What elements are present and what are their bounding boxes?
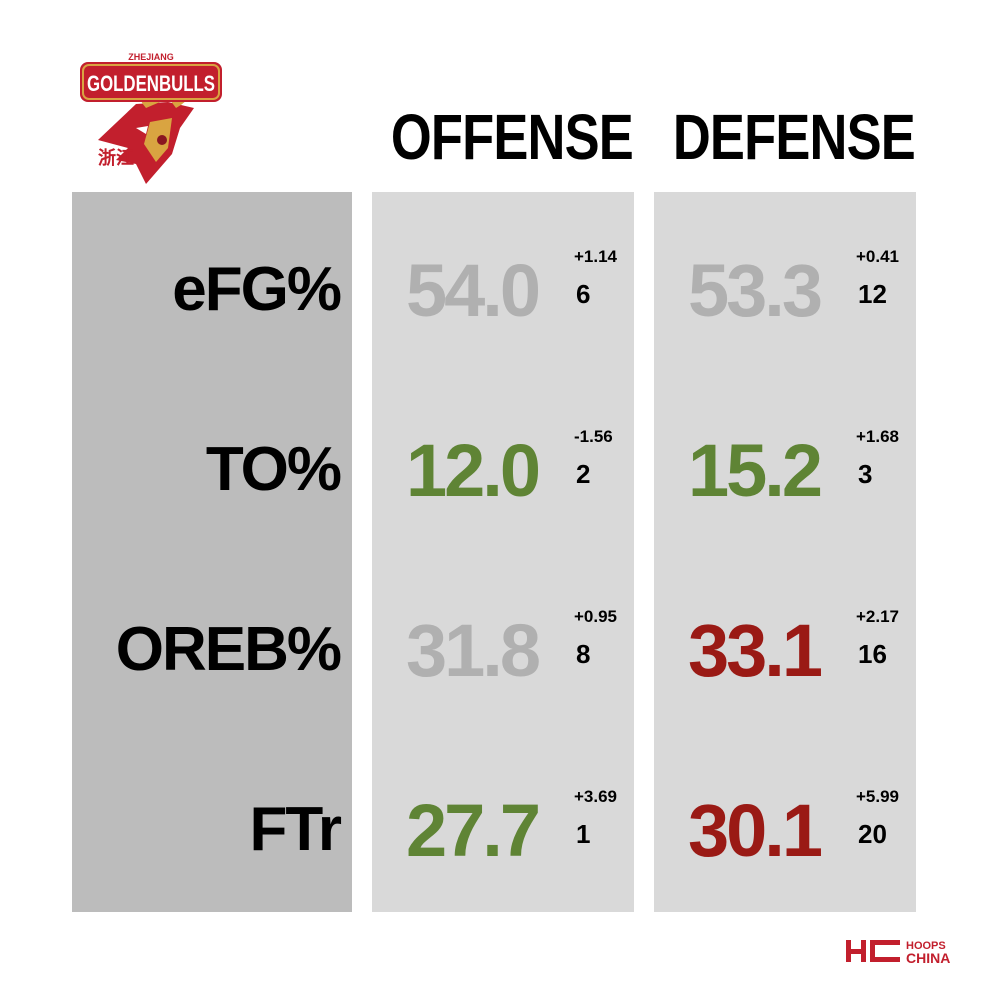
metric-labels-column: eFG% TO% OREB% FTr (72, 192, 352, 912)
defense-delta: +2.17 (856, 607, 900, 626)
defense-value: 53.3 (687, 249, 823, 332)
team-logo: ZHEJIANG GOLDENBULLS 浙江 (80, 52, 222, 184)
hc-mark-icon (846, 940, 900, 962)
offense-rank: 6 (576, 279, 591, 309)
offense-heading: OFFENSE (390, 101, 634, 173)
defense-value: 30.1 (687, 789, 823, 872)
defense-rank: 12 (858, 279, 887, 309)
offense-delta: +1.14 (574, 247, 618, 266)
defense-delta: +1.68 (856, 427, 900, 446)
logo-top-text: ZHEJIANG (128, 52, 174, 62)
hoops-china-logo: HOOPS CHINA (846, 940, 950, 965)
offense-delta: +3.69 (574, 787, 618, 806)
metric-label: OREB% (115, 615, 342, 684)
defense-rank: 3 (858, 459, 873, 489)
footer-brand-bottom: CHINA (906, 950, 950, 965)
metric-label: FTr (249, 795, 342, 864)
offense-column: 54.0 +1.14 6 12.0 -1.56 2 31.8 +0.95 8 27.7 +3.69 1 (372, 192, 634, 912)
offense-value: 12.0 (405, 429, 541, 512)
offense-rank: 2 (576, 459, 591, 489)
offense-value: 31.8 (405, 609, 541, 692)
offense-value: 27.7 (405, 789, 541, 872)
defense-column: 53.3 +0.41 12 15.2 +1.68 3 33.1 +2.17 16 30.1 +5.9… (654, 192, 916, 912)
offense-rank: 8 (576, 639, 591, 669)
logo-chinese-text: 浙江 (98, 147, 134, 169)
defense-delta: +5.99 (856, 787, 900, 806)
metric-label: eFG% (172, 255, 342, 324)
defense-value: 15.2 (687, 429, 823, 512)
offense-rank: 1 (576, 819, 591, 849)
offense-value: 54.0 (405, 249, 541, 332)
defense-heading: DEFENSE (672, 101, 916, 173)
defense-rank: 20 (858, 819, 887, 849)
logo-name-text: GOLDENBULLS (87, 71, 215, 96)
metric-label: TO% (205, 435, 342, 504)
footer-brand-top: HOOPS (906, 940, 946, 952)
offense-delta: +0.95 (574, 607, 618, 626)
offense-delta: -1.56 (574, 427, 613, 446)
defense-value: 33.1 (687, 609, 823, 692)
defense-delta: +0.41 (856, 247, 900, 266)
defense-rank: 16 (858, 639, 887, 669)
